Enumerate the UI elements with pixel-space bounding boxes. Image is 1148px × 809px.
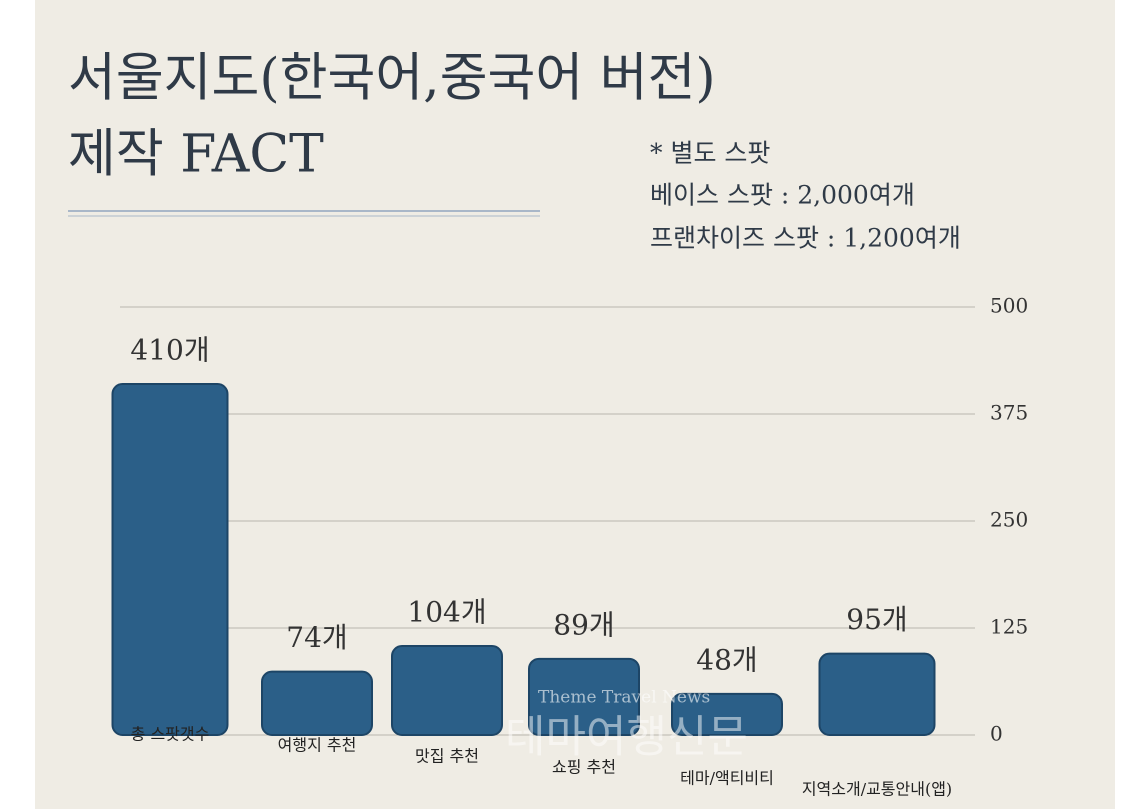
data-label: 89개 <box>553 608 614 641</box>
bar <box>818 652 936 736</box>
chart-title: 서울지도(한국어,중국어 버전) <box>68 49 716 109</box>
data-label: 410개 <box>130 334 209 367</box>
watermark: 테마여행신문 <box>505 712 748 763</box>
data-label: 95개 <box>846 603 907 636</box>
y-tick-label: 375 <box>990 401 1028 425</box>
bar <box>391 644 503 737</box>
data-label: 104개 <box>407 595 486 628</box>
x-tick-label: 맛집 추천 <box>415 747 479 766</box>
chart-title: 제작 FACT <box>68 125 324 185</box>
bar <box>671 692 783 736</box>
x-tick-label: 총 스팟갯수 <box>131 725 210 744</box>
x-tick-label: 여행지 추천 <box>278 736 357 755</box>
watermark: Theme Travel News <box>538 688 710 708</box>
note: 베이스 스팟 : 2,000여개 <box>650 181 915 210</box>
note: 프랜차이즈 스팟 : 1,200여개 <box>650 224 961 253</box>
bar <box>261 670 373 737</box>
bar <box>111 383 229 736</box>
y-tick-label: 250 <box>990 508 1028 532</box>
note: * 별도 스팟 <box>650 139 770 168</box>
x-tick-label: 쇼핑 추천 <box>552 758 616 777</box>
bar <box>528 657 640 736</box>
y-tick-label: 0 <box>990 722 1003 746</box>
y-tick-label: 500 <box>990 294 1028 318</box>
x-tick-label: 지역소개/교통안내(앱) <box>802 780 952 799</box>
data-label: 74개 <box>286 621 347 654</box>
data-label: 48개 <box>696 643 757 676</box>
y-tick-label: 125 <box>990 615 1028 639</box>
x-tick-label: 테마/액티비티 <box>680 769 774 788</box>
